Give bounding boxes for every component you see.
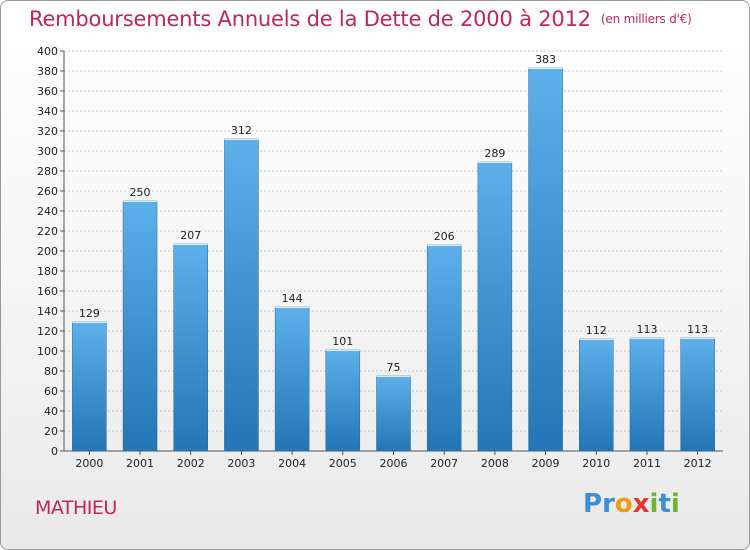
data-label: 144	[282, 292, 303, 305]
y-tick-label: 0	[51, 445, 58, 458]
y-tick-label: 80	[44, 365, 58, 378]
data-label: 101	[332, 335, 353, 348]
data-label: 75	[387, 361, 401, 374]
chart-title: Remboursements Annuels de la Dette de 20…	[29, 7, 692, 31]
y-tick-label: 280	[37, 165, 58, 178]
bar	[426, 244, 462, 452]
data-label: 129	[79, 307, 100, 320]
y-tick-label: 20	[44, 425, 58, 438]
y-tick-label: 360	[37, 85, 58, 98]
data-label: 383	[535, 53, 556, 66]
y-tick-label: 400	[37, 45, 58, 58]
x-tick-label: 2003	[227, 457, 255, 470]
y-tick-label: 140	[37, 305, 58, 318]
data-label: 113	[636, 323, 657, 336]
y-tick-label: 320	[37, 125, 58, 138]
logo-letter: i	[670, 489, 680, 519]
logo-letter: o	[614, 489, 633, 519]
logo-letter: x	[632, 489, 650, 519]
data-label: 113	[687, 323, 708, 336]
logo-letter: r	[602, 489, 615, 519]
bar	[579, 338, 614, 452]
bar	[477, 161, 513, 452]
data-label: 112	[586, 324, 607, 337]
chart-subtitle: (en milliers d'€)	[600, 12, 692, 26]
x-tick-label: 2004	[278, 457, 306, 470]
x-tick-label: 2006	[380, 457, 408, 470]
y-tick-label: 120	[37, 325, 58, 338]
bar	[122, 200, 158, 452]
bar	[528, 67, 563, 452]
y-tick-label: 380	[37, 65, 58, 78]
x-tick-label: 2010	[582, 457, 610, 470]
data-label: 250	[130, 186, 151, 199]
x-tick-label: 2012	[684, 457, 712, 470]
logo-letter: i	[649, 489, 659, 519]
x-tick-label: 2005	[329, 457, 357, 470]
data-label: 207	[180, 229, 201, 242]
commune-name: MATHIEU	[35, 497, 117, 519]
y-tick-label: 180	[37, 265, 58, 278]
bar	[224, 138, 259, 452]
bar	[274, 306, 310, 452]
y-tick-label: 100	[37, 345, 58, 358]
x-tick-label: 2000	[75, 457, 103, 470]
x-tick-label: 2009	[532, 457, 560, 470]
proxiti-logo: Proxiti	[583, 489, 680, 519]
y-tick-label: 240	[37, 205, 58, 218]
bar	[173, 243, 208, 452]
bar	[72, 321, 107, 452]
y-tick-label: 220	[37, 225, 58, 238]
y-tick-label: 60	[44, 385, 58, 398]
y-tick-label: 40	[44, 405, 58, 418]
data-label: 289	[484, 147, 505, 160]
y-tick-label: 300	[37, 145, 58, 158]
x-tick-label: 2007	[430, 457, 458, 470]
bar	[325, 349, 361, 452]
data-label: 312	[231, 124, 252, 137]
bar	[376, 375, 411, 452]
y-tick-label: 260	[37, 185, 58, 198]
logo-letter: P	[583, 489, 603, 519]
y-tick-label: 160	[37, 285, 58, 298]
data-label: 206	[434, 230, 455, 243]
bar	[680, 337, 715, 452]
x-tick-label: 2011	[633, 457, 661, 470]
y-tick-label: 200	[37, 245, 58, 258]
y-tick-label: 340	[37, 105, 58, 118]
bar	[629, 337, 665, 452]
x-tick-label: 2002	[177, 457, 205, 470]
x-tick-label: 2001	[126, 457, 154, 470]
x-tick-label: 2008	[481, 457, 509, 470]
chart-title-text: Remboursements Annuels de la Dette de 20…	[29, 7, 591, 31]
logo-letter: t	[658, 489, 671, 519]
